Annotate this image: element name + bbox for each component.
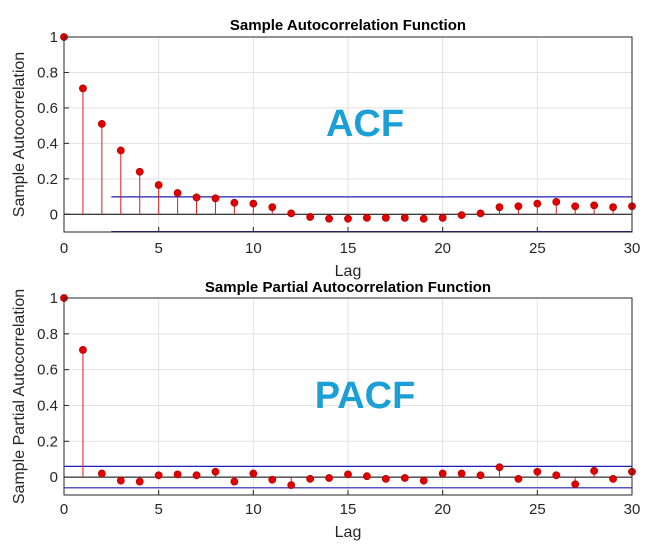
y-tick-label: 0.6 <box>37 362 58 379</box>
data-point <box>249 199 258 208</box>
data-point <box>609 203 617 212</box>
data-point <box>400 213 409 222</box>
data-point <box>571 480 580 489</box>
x-tick-label: 25 <box>529 501 546 518</box>
x-axis-label: Lag <box>335 524 362 541</box>
data-point <box>344 214 352 223</box>
data-point <box>533 199 542 208</box>
acf-annotation: ACF <box>326 103 404 145</box>
data-point <box>476 209 485 218</box>
data-point <box>495 463 504 472</box>
x-axis-label: Lag <box>335 263 362 280</box>
data-point <box>97 469 106 478</box>
data-point <box>79 346 87 354</box>
x-tick-label: 25 <box>529 240 546 257</box>
x-tick-label: 20 <box>434 501 451 518</box>
y-tick-label: 1 <box>50 290 58 307</box>
data-point <box>192 471 201 480</box>
data-point <box>116 146 125 155</box>
data-point <box>457 211 466 220</box>
data-point <box>154 471 163 480</box>
data-point <box>552 471 561 480</box>
data-point <box>590 466 599 475</box>
pacf-chart: 0 5 10 15 20 25 30 0 0.2 0.4 0.6 0.8 1 Sample Partial… <box>11 279 640 541</box>
pacf-annotation: PACF <box>315 375 416 417</box>
data-point <box>306 474 315 483</box>
data-point <box>419 214 428 223</box>
x-tick-label: 5 <box>154 501 162 518</box>
chart-title: Sample Partial Autocorrelation Function <box>205 279 491 296</box>
y-tick-label: 0 <box>50 469 58 486</box>
data-point <box>381 474 390 483</box>
y-axis-label: Sample Partial Autocorrelation <box>11 289 28 504</box>
data-point <box>419 476 428 485</box>
y-axis-label: Sample Autocorrelation <box>11 52 28 217</box>
y-tick-label: 0.4 <box>37 397 58 414</box>
data-point <box>552 197 561 206</box>
y-tick-label: 1 <box>50 29 58 46</box>
data-point <box>609 474 617 483</box>
data-point <box>495 203 504 212</box>
y-tick-label: 0.8 <box>37 326 58 343</box>
data-point <box>514 474 523 483</box>
data-point <box>306 213 315 221</box>
data-point <box>381 213 390 222</box>
data-point <box>363 472 371 481</box>
data-point <box>173 189 182 197</box>
data-point <box>287 481 296 490</box>
data-point <box>571 202 580 211</box>
data-point <box>268 475 277 484</box>
data-point <box>173 470 182 479</box>
data-point <box>97 119 106 128</box>
y-tick-label: 0.2 <box>37 171 58 188</box>
data-point <box>476 471 485 480</box>
chart-title: Sample Autocorrelation Function <box>230 17 466 34</box>
data-point <box>230 198 239 207</box>
data-point <box>211 467 220 476</box>
x-tick-label: 20 <box>434 240 451 257</box>
data-point <box>590 201 599 210</box>
acf-chart: 0 5 10 15 20 25 30 0 0.2 0.4 0.6 0.8 1 Sample Autocor… <box>11 17 640 280</box>
data-point <box>438 213 447 222</box>
y-tick-label: 0.2 <box>37 433 58 450</box>
data-point <box>438 469 447 478</box>
data-point <box>533 467 542 476</box>
x-tick-label: 30 <box>624 501 641 518</box>
y-tick-label: 0.8 <box>37 64 58 81</box>
x-tick-label: 0 <box>60 240 68 257</box>
y-tick-label: 0 <box>50 206 58 223</box>
data-point <box>268 203 277 212</box>
data-point <box>135 167 144 176</box>
x-tick-label: 10 <box>245 240 262 257</box>
data-point <box>514 202 523 211</box>
data-point <box>116 476 125 485</box>
x-tick-label: 5 <box>154 240 162 257</box>
x-tick-label: 15 <box>340 501 357 518</box>
x-tick-label: 0 <box>60 501 68 518</box>
data-point <box>230 477 239 486</box>
x-tick-label: 10 <box>245 501 262 518</box>
y-tick-label: 0.6 <box>37 100 58 117</box>
data-point <box>192 193 201 202</box>
data-point <box>211 194 220 203</box>
data-point <box>249 469 258 478</box>
data-point <box>344 470 352 479</box>
data-point <box>457 469 466 478</box>
data-point <box>325 214 333 223</box>
data-point <box>400 474 409 482</box>
x-tick-label: 15 <box>340 240 357 257</box>
data-point <box>287 209 296 218</box>
data-point <box>363 213 371 222</box>
data-point <box>325 474 333 482</box>
data-point <box>79 84 87 93</box>
data-point <box>154 181 163 189</box>
x-tick-label: 30 <box>624 240 641 257</box>
y-tick-label: 0.4 <box>37 135 58 152</box>
data-point <box>135 477 144 486</box>
